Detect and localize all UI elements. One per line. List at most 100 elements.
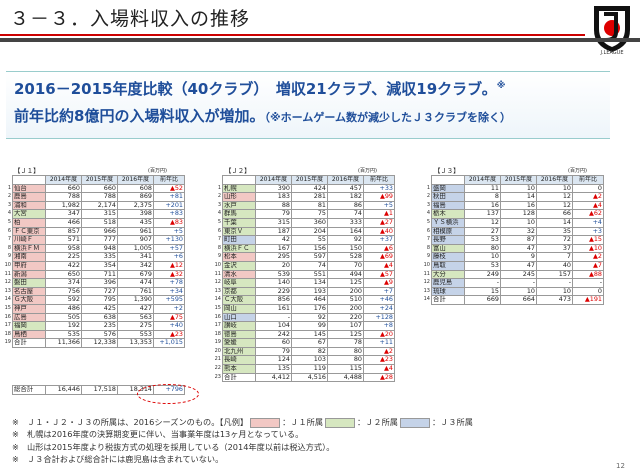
value-2015: 128 (500, 209, 537, 219)
row-number: 6 (426, 227, 430, 234)
table-row: 18 徳島 242 145 125 ▲20 (212, 329, 395, 340)
yoy-change: ▲27 (363, 217, 395, 228)
yoy-change: +83 (153, 209, 185, 219)
column-header: 前年比 (153, 175, 185, 185)
value-2014: 249 (464, 269, 501, 280)
club-name: 金沢 (222, 260, 256, 271)
value-2015: 464 (291, 295, 328, 305)
value-2016: 78 (327, 338, 364, 348)
club-name: 東京Ｖ (222, 226, 256, 237)
yoy-change: +78 (153, 278, 185, 288)
table-row: 11 新潟 650 711 679 ▲32 (2, 269, 185, 280)
value-2015: 74 (291, 260, 328, 271)
table-row: 18 鳥栖 535 576 553 ▲23 (2, 329, 185, 340)
value-2015: 10 (500, 286, 537, 297)
row-number-header (2, 176, 13, 185)
row-number: 9 (7, 253, 11, 260)
value-2016: 125 (327, 329, 364, 340)
row-number: 7 (426, 236, 430, 243)
note-yamagata: ※ 山形は2015年度より税抜方式の処理を採用している（2014年度以前は税込方… (12, 441, 335, 452)
club-name: 横浜ＦＣ (222, 243, 256, 254)
total-2015: 12,338 (81, 338, 118, 348)
row-number: 19 (214, 339, 221, 346)
value-2014: 486 (45, 303, 82, 314)
j1-unit: (百万円) (148, 168, 167, 174)
column-header: 2016年度 (327, 175, 364, 185)
row-number: 4 (426, 210, 430, 217)
row-number: 16 (214, 313, 221, 320)
club-header (222, 175, 256, 185)
row-number: 11 (423, 270, 430, 277)
column-header: 2014年度 (464, 175, 501, 185)
j1-table: 2014年度 2015年度 2016年度 前年比 1 仙台 660 660 608 ▲52 2 鹿島 7… (2, 175, 185, 348)
value-2015: 360 (291, 217, 328, 228)
total-yoy: ▲191 (572, 295, 604, 305)
club-name: 長野 (431, 235, 465, 245)
legend-swatch-j3 (399, 417, 430, 428)
total-row: 19 合計 11,366 12,338 13,353 +1,015 (2, 338, 185, 348)
value-2015: 948 (81, 243, 118, 254)
value-2014: 187 (255, 226, 292, 237)
club-name: 鳥取 (431, 260, 465, 271)
club-name: 愛媛 (222, 338, 256, 348)
club-name: 柏 (12, 217, 46, 228)
row-number: 20 (214, 347, 221, 354)
value-2014: 167 (255, 243, 292, 254)
value-2014: 140 (255, 278, 292, 288)
yoy-change: +57 (153, 243, 185, 254)
yoy-change: +40 (153, 321, 185, 331)
total-2015: 664 (500, 295, 537, 305)
club-name: 秋田 (431, 192, 465, 202)
yoy-change: +5 (153, 226, 185, 237)
table-row: 8 横浜ＦＭ 958 948 1,005 +57 (2, 243, 185, 254)
column-header: 2015年度 (291, 175, 328, 185)
value-2015: 425 (81, 303, 118, 314)
table-row: 10 甲府 422 354 342 ▲12 (2, 260, 185, 271)
value-2016: 74 (327, 209, 364, 219)
value-2015: 145 (291, 329, 328, 340)
column-header: 前年比 (572, 175, 604, 185)
value-2014: 229 (255, 286, 292, 297)
yoy-change: ▲88 (572, 269, 604, 280)
row-number: 7 (7, 236, 11, 243)
column-header: 2015年度 (81, 175, 118, 185)
value-2014: 79 (255, 209, 292, 219)
row-number: 14 (4, 296, 11, 303)
table-row: 9 藤枝 10 9 7 ▲2 (421, 252, 604, 262)
table-row: 11 大分 249 245 157 ▲88 (421, 269, 604, 280)
total-yoy: +1,015 (153, 338, 185, 348)
club-name: 仙台 (12, 183, 46, 194)
legend-swatch-j1 (250, 417, 281, 428)
value-2015: 576 (81, 329, 118, 340)
table-row: 22 熊本 135 119 115 ▲4 (212, 364, 395, 374)
club-name: 盛岡 (431, 183, 465, 194)
table-header-row: 2014年度 2015年度 2016年度 前年比 (212, 175, 395, 185)
value-2016: 107 (327, 321, 364, 331)
table-row: 10 金沢 20 74 70 ▲4 (212, 260, 395, 271)
legend-swatch-j2 (325, 417, 356, 428)
value-2015: 727 (81, 286, 118, 297)
yoy-change: +128 (363, 312, 395, 323)
club-name: 北九州 (222, 346, 256, 357)
value-2016: 608 (117, 183, 154, 194)
club-name: 札幌 (222, 183, 256, 194)
yoy-change: ▲23 (153, 329, 185, 340)
yoy-change: +6 (153, 252, 185, 262)
total-2015: 4,516 (291, 372, 328, 383)
yoy-change: ▲10 (572, 243, 604, 254)
club-name: 名古屋 (12, 286, 46, 297)
table-row: 4 栃木 137 128 66 ▲62 (421, 209, 604, 219)
value-2015: 156 (291, 243, 328, 254)
yoy-change: ▲2 (572, 252, 604, 262)
table-row: 19 愛媛 60 67 78 +11 (212, 338, 395, 348)
value-2015: - (500, 278, 537, 288)
club-name: 川崎Ｆ (12, 235, 46, 245)
headline-line2: 前年比約8億円の入場料収入が増加。（※ホームゲーム数が減少したＪ３クラブを除く） (14, 107, 511, 125)
value-2016: 563 (117, 312, 154, 323)
total-label: 合計 (431, 295, 465, 305)
value-2016: 10 (536, 183, 573, 194)
jleague-logo-icon (594, 6, 630, 52)
club-name: 富山 (431, 243, 465, 254)
value-2016: 66 (536, 209, 573, 219)
club-name: 琉球 (431, 286, 465, 297)
